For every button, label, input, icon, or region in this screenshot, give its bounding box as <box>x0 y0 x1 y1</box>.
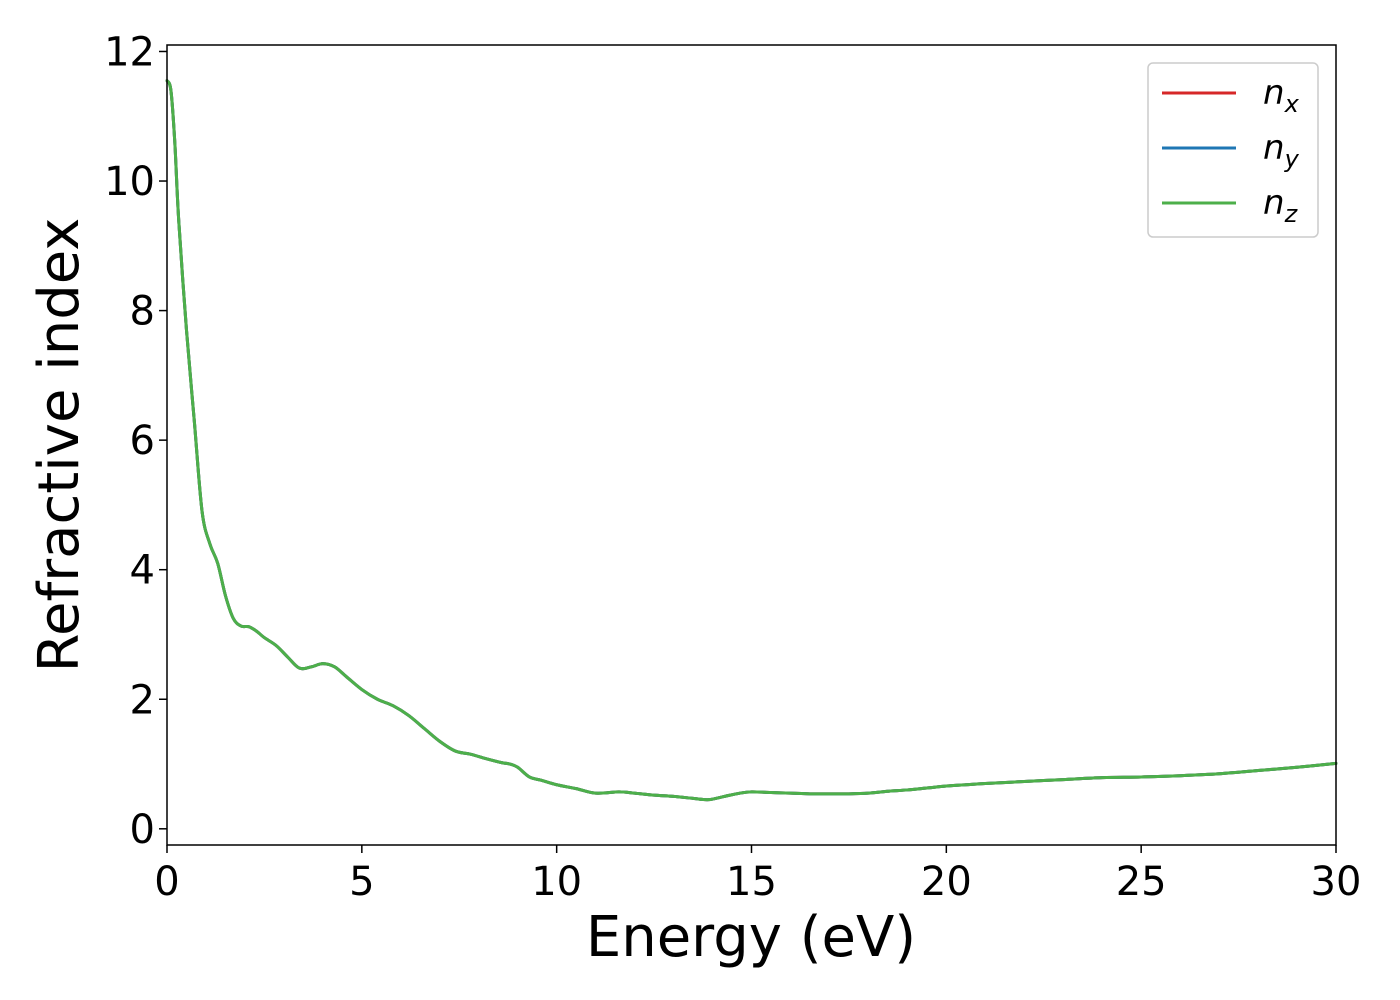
y-tick-label: 0 <box>130 807 155 853</box>
x-tick-label: 5 <box>349 859 374 905</box>
x-axis-title: Energy (eV) <box>586 905 916 970</box>
y-axis-title: Refractive index <box>27 218 92 673</box>
y-tick-label: 12 <box>104 29 155 75</box>
x-tick-label: 25 <box>1116 859 1167 905</box>
series-line-n-z <box>165 79 1338 802</box>
legend-frame <box>1147 62 1319 238</box>
x-tick-label: 20 <box>921 859 972 905</box>
y-tick-label: 4 <box>130 548 155 594</box>
series-group <box>165 79 1338 802</box>
legend-label-n-x: nx <box>1263 73 1300 118</box>
legend: nx ny nz <box>1147 62 1319 238</box>
x-tick-label: 0 <box>154 859 179 905</box>
legend-label-n-y: ny <box>1263 128 1300 173</box>
x-tick-label: 15 <box>726 859 777 905</box>
y-tick-label: 10 <box>104 159 155 205</box>
x-tick-label: 10 <box>531 859 582 905</box>
y-tick-label: 2 <box>130 677 155 723</box>
y-tick-label: 8 <box>130 289 155 335</box>
x-axis-ticks: 0 5 10 15 20 25 30 <box>154 845 1361 905</box>
x-tick-label: 30 <box>1311 859 1362 905</box>
legend-label-n-z: nz <box>1263 183 1299 228</box>
y-tick-label: 6 <box>130 418 155 464</box>
y-axis-ticks: 0 2 4 6 8 10 12 <box>104 29 167 853</box>
